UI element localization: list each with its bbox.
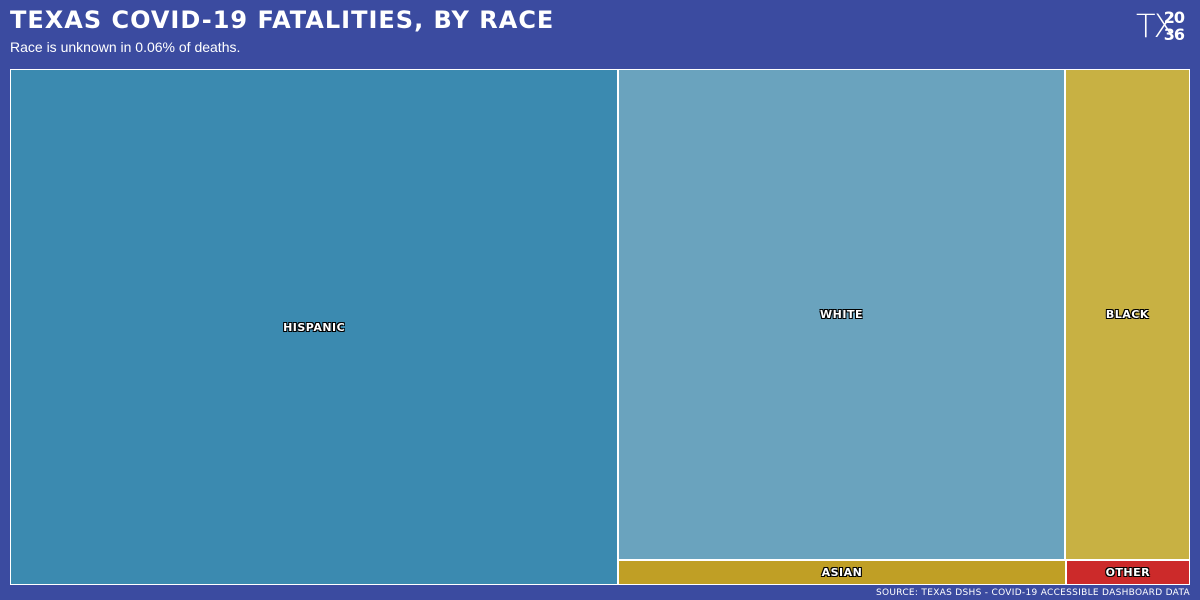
logo-tx: TX xyxy=(1136,7,1175,45)
tile-black: BLACK xyxy=(1064,69,1190,561)
tile-white: WHITE xyxy=(618,69,1065,561)
source-note: SOURCE: TEXAS DSHS - COVID-19 ACCESSIBLE… xyxy=(875,588,1190,598)
tile-label-hispanic: HISPANIC xyxy=(283,320,346,334)
tile-label-black: BLACK xyxy=(1105,308,1149,322)
tile-label-asian: ASIAN xyxy=(821,566,863,580)
chart-subtitle: Race is unknown in 0.06% of deaths. xyxy=(10,39,241,55)
logo-20: 20 xyxy=(1163,8,1185,27)
tile-other: OTHER xyxy=(1065,560,1190,585)
treemap: HISPANIC WHITE BLACK ASIAN OTHER xyxy=(10,69,1190,585)
tile-label-white: WHITE xyxy=(820,308,863,322)
logo-36: 36 xyxy=(1163,25,1185,44)
tile-hispanic: HISPANIC xyxy=(10,69,619,585)
tile-asian: ASIAN xyxy=(618,560,1066,585)
tile-label-other: OTHER xyxy=(1105,566,1151,580)
chart-title: TEXAS COVID-19 FATALITIES, BY RACE xyxy=(10,6,555,34)
tx2036-logo: TX 20 36 xyxy=(1136,7,1185,45)
